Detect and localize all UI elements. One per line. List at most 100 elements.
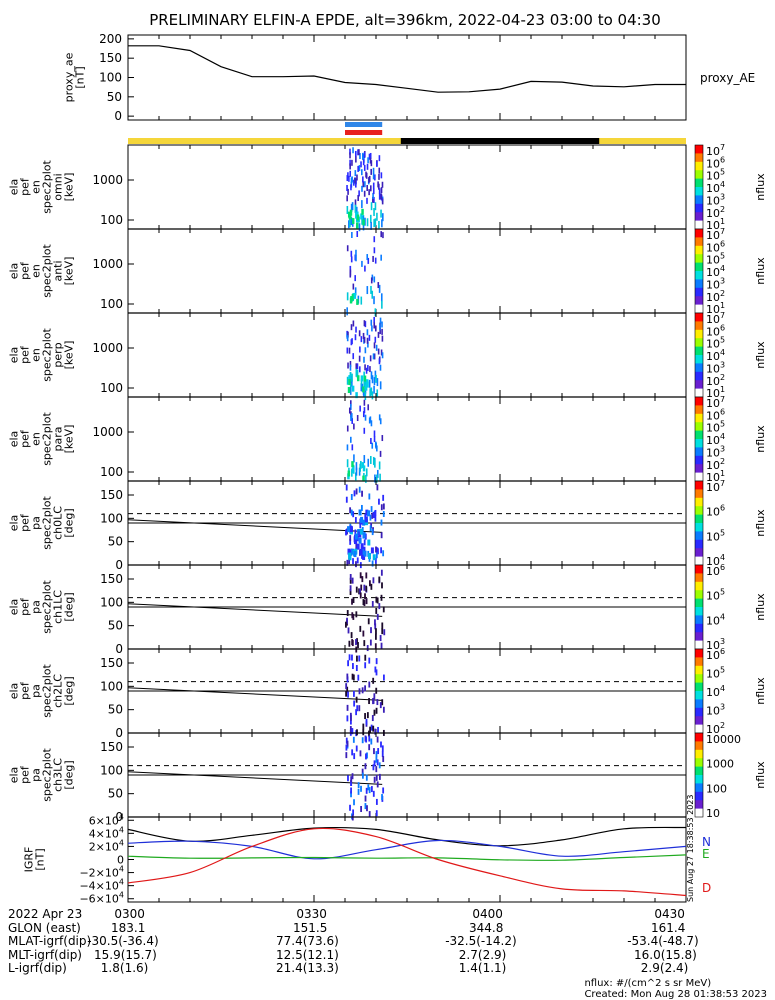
spectrogram-pixel	[379, 418, 382, 425]
spectrogram-pixel	[354, 170, 357, 177]
colorbar-segment	[695, 749, 703, 759]
spectrogram-pixel	[362, 475, 365, 482]
spectrogram-pixel	[358, 165, 361, 172]
spectrogram-pixel	[355, 665, 358, 672]
spectrogram-pixel	[355, 255, 357, 262]
colorbar-segment	[695, 161, 703, 171]
colorbar-segment	[695, 682, 703, 692]
spectrogram-pixel	[363, 356, 365, 363]
colorbar-segment	[695, 455, 703, 465]
energy-panel-ylabel: elapefenspec2plotomni[keV]	[8, 160, 76, 214]
spectrogram-pixel	[372, 764, 375, 771]
colorbar-tick-label: 105	[706, 666, 725, 681]
spectrogram-pixel	[364, 392, 367, 401]
spectrogram-pixel	[365, 753, 367, 760]
spectrogram-pixel	[356, 174, 358, 181]
spectrogram-pixel	[347, 775, 349, 782]
spectrogram-pixel	[373, 322, 376, 329]
spectrogram-pixel	[378, 284, 381, 293]
plot-notes: nflux: #/(cm^2 s sr MeV) Created: Mon Au…	[584, 978, 767, 1000]
spectrogram-pixel	[345, 621, 347, 628]
spectrogram-pixel	[350, 436, 352, 443]
spectrogram-pixel	[351, 293, 355, 300]
spectrogram-pixel	[349, 589, 352, 596]
spectrogram-pixel	[364, 181, 366, 188]
spectrogram-pixel	[373, 316, 375, 323]
spectrogram-pixel	[372, 196, 374, 203]
spectrogram-pixel	[350, 324, 353, 331]
spectrogram-pixel	[368, 735, 371, 742]
spectrogram-pixel	[352, 511, 355, 518]
spectrogram-pixel	[375, 607, 378, 614]
spectrogram-pixel	[368, 493, 371, 500]
spectrogram-pixel	[379, 317, 382, 324]
spectrogram-pixel	[356, 369, 359, 378]
colorbar-tick-label: 106	[706, 323, 725, 338]
spectrogram-pixel	[382, 232, 384, 239]
spectrogram-pixel	[367, 510, 371, 517]
footer-value: 0430	[654, 907, 685, 921]
spectrogram-pixel	[370, 786, 373, 793]
spectrogram-pixel	[351, 176, 353, 183]
colorbar-tick-label: 10	[706, 807, 720, 820]
spectrogram-pixel	[378, 188, 381, 195]
footer-value: 0300	[114, 907, 145, 921]
spectrogram-pixel	[382, 550, 385, 557]
spectrogram-pixel	[350, 403, 352, 410]
colorbar-segment	[695, 531, 703, 541]
spectrogram-pixel	[363, 378, 366, 387]
colorbar-segment	[695, 178, 703, 188]
footer-row: MLT-igrf(dip) 15.9(15.7) 12.5(12.1) 2.7(2.9…	[8, 947, 768, 963]
spectrogram-pixel	[346, 335, 349, 342]
spectrogram-pixel	[355, 462, 358, 471]
spectrogram-pixel	[380, 519, 383, 526]
colorbar-tick-label: 106	[706, 647, 725, 662]
colorbar-segment	[695, 329, 703, 339]
colorbar-segment	[695, 397, 703, 406]
spectrogram-pixel	[355, 709, 358, 716]
footer-value: 1.4(1.1)	[458, 961, 507, 975]
spectrogram-pixel	[371, 325, 373, 332]
pa-ytick-label: 0	[115, 726, 123, 740]
spectrogram-pixel	[360, 379, 363, 388]
colorbar-segment	[695, 321, 703, 331]
footer-value: 16.0(15.8)	[634, 947, 697, 962]
spectrogram-pixel	[346, 459, 349, 468]
spectrogram-pixel	[354, 529, 357, 536]
spectrogram-pixel	[355, 561, 357, 568]
spectrogram-pixel	[380, 254, 382, 261]
spectrogram-pixel	[348, 347, 351, 354]
pa-panel-ylabel: elapefpaspec2plotch2LC[deg]	[8, 664, 76, 718]
spectrogram-pixel	[364, 763, 367, 770]
spectrogram-pixel	[356, 214, 360, 221]
spectrogram-pixel	[346, 376, 349, 385]
spectrogram-pixel	[349, 265, 352, 272]
spectrogram-pixel	[349, 804, 351, 811]
spectrogram-pixel	[361, 200, 363, 209]
spectrogram-pixel	[350, 776, 353, 783]
spectrogram-pixel	[357, 149, 359, 156]
spectrogram-pixel	[349, 209, 353, 216]
colorbar-tick-label: 104	[706, 432, 725, 447]
colorbar-segment	[695, 548, 703, 558]
colorbar-tick-label: 102	[706, 457, 725, 472]
spectrogram-pixel	[361, 552, 363, 559]
colorbar-tick-label: 101	[706, 301, 725, 316]
loss-cone-line	[127, 519, 383, 533]
ae-ytick-label: 100	[99, 71, 122, 85]
spectrogram-pixel	[370, 202, 373, 211]
spectrogram-pixel	[358, 509, 362, 516]
spectrogram-pixel	[362, 222, 365, 231]
spectrogram-pixel	[355, 368, 358, 377]
colorbar-segment	[695, 598, 703, 608]
spectrogram-pixel	[359, 346, 361, 353]
spectrogram-pixel	[360, 504, 363, 511]
spectrogram-pixel	[381, 181, 384, 188]
ae-legend: proxy_AE	[700, 71, 755, 85]
spectrogram-pixel	[347, 331, 349, 338]
spectrogram-pixel	[350, 632, 353, 639]
colorbar-segment	[695, 800, 703, 810]
footer-value: -53.4(-48.7)	[627, 934, 699, 948]
science-zone-marker-blue	[345, 122, 383, 127]
spectrogram-pixel	[362, 546, 366, 553]
